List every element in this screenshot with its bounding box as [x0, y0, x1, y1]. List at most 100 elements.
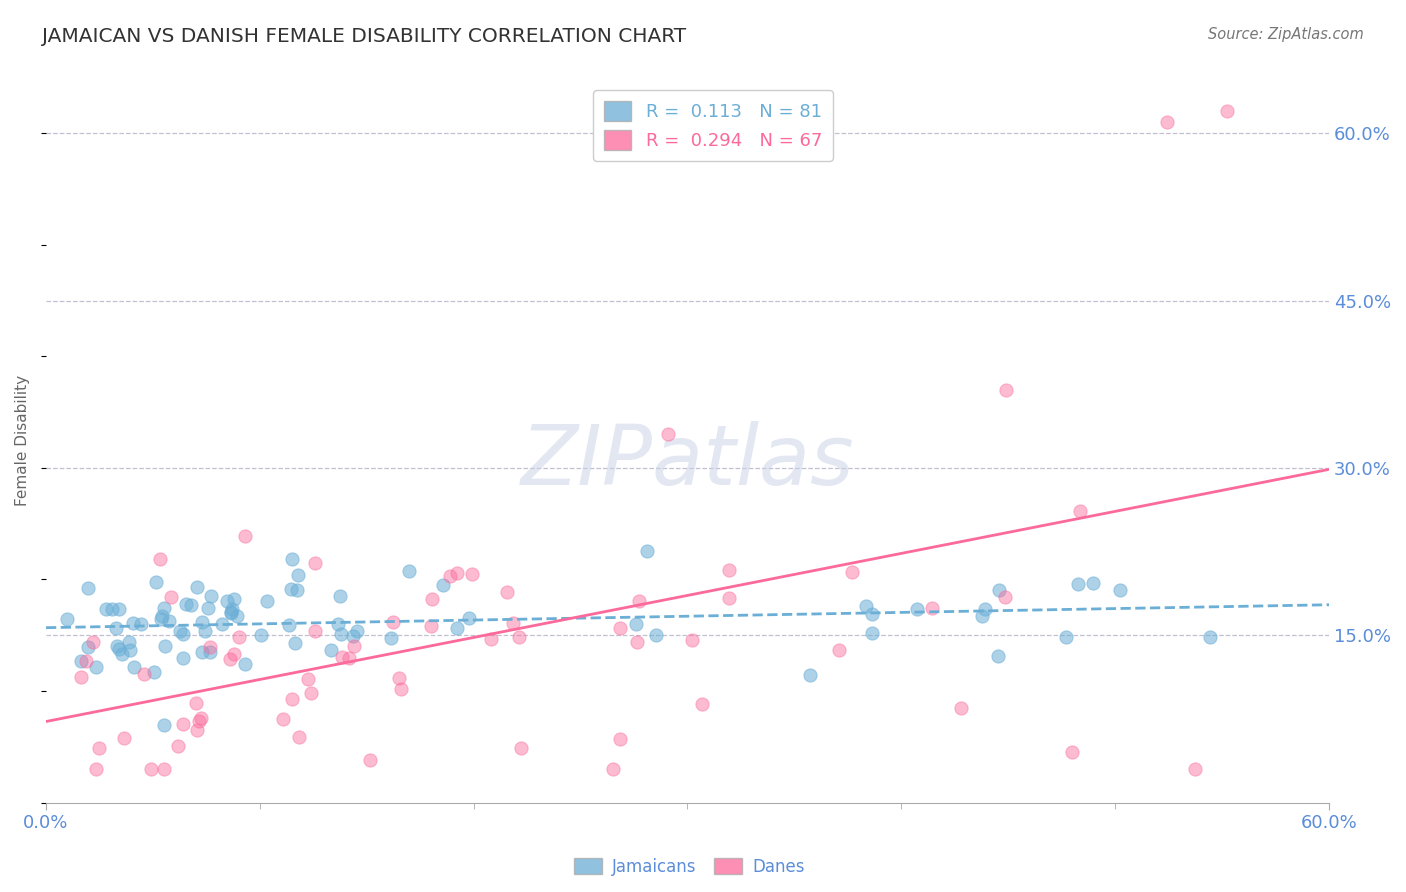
Point: [860, 607, 883, 621]
Point: [105, 621, 128, 635]
Point: [191, 645, 214, 659]
Point: [628, 594, 651, 608]
Point: [457, 610, 479, 624]
Point: [326, 616, 349, 631]
Point: [108, 601, 131, 615]
Point: [233, 529, 256, 543]
Point: [250, 628, 273, 642]
Point: [150, 612, 173, 626]
Point: [111, 647, 134, 661]
Point: [1184, 762, 1206, 776]
Point: [420, 619, 443, 633]
Point: [155, 639, 177, 653]
Point: [100, 601, 122, 615]
Point: [76, 581, 98, 595]
Point: [921, 600, 943, 615]
Point: [211, 617, 233, 632]
Point: [644, 628, 666, 642]
Point: [636, 544, 658, 558]
Point: [422, 591, 444, 606]
Point: [285, 583, 308, 598]
Point: [987, 583, 1010, 598]
Point: [256, 593, 278, 607]
Point: [280, 582, 302, 596]
Point: [321, 643, 343, 657]
Point: [624, 617, 647, 632]
Point: [905, 602, 928, 616]
Text: ZIPatlas: ZIPatlas: [520, 421, 855, 502]
Point: [172, 651, 194, 665]
Point: [297, 672, 319, 686]
Point: [502, 616, 524, 631]
Point: [1109, 582, 1132, 597]
Point: [346, 624, 368, 639]
Point: [107, 642, 129, 657]
Point: [228, 630, 250, 644]
Point: [122, 616, 145, 631]
Point: [172, 717, 194, 731]
Point: [129, 617, 152, 632]
Point: [602, 762, 624, 776]
Point: [382, 615, 405, 629]
Point: [609, 621, 631, 635]
Point: [153, 717, 176, 731]
FancyBboxPatch shape: [714, 858, 742, 874]
Point: [191, 615, 214, 630]
Point: [1060, 745, 1083, 759]
Point: [143, 665, 166, 680]
Point: [950, 700, 973, 714]
FancyBboxPatch shape: [574, 858, 602, 874]
Point: [190, 711, 212, 725]
Point: [271, 712, 294, 726]
Point: [224, 647, 246, 661]
Point: [76, 640, 98, 655]
Point: [139, 762, 162, 776]
Point: [194, 624, 217, 639]
Point: [157, 614, 180, 628]
Point: [75, 654, 97, 668]
Point: [1216, 103, 1239, 118]
Point: [219, 605, 242, 619]
Point: [1054, 631, 1077, 645]
Text: JAMAICAN VS DANISH FEMALE DISABILITY CORRELATION CHART: JAMAICAN VS DANISH FEMALE DISABILITY COR…: [42, 27, 686, 45]
Point: [233, 657, 256, 672]
Point: [112, 731, 135, 746]
Point: [198, 645, 221, 659]
Point: [304, 624, 326, 638]
Point: [626, 635, 648, 649]
Point: [84, 659, 107, 673]
Point: [82, 635, 104, 649]
Point: [180, 599, 202, 613]
Point: [718, 563, 741, 577]
Point: [86, 762, 108, 776]
Point: [87, 740, 110, 755]
Point: [186, 723, 208, 738]
Text: Jamaicans: Jamaicans: [612, 858, 696, 876]
Point: [1156, 115, 1178, 129]
Point: [69, 670, 91, 684]
Point: [329, 589, 352, 603]
Point: [186, 580, 208, 594]
Point: [186, 697, 208, 711]
Point: [167, 739, 190, 753]
Point: [609, 732, 631, 747]
Point: [657, 427, 679, 442]
Point: [281, 552, 304, 566]
Point: [446, 621, 468, 635]
Point: [389, 682, 412, 697]
Point: [388, 671, 411, 685]
Point: [987, 648, 1010, 663]
Point: [278, 618, 301, 632]
Point: [145, 575, 167, 590]
Point: [284, 636, 307, 650]
Point: [330, 626, 353, 640]
Point: [299, 686, 322, 700]
Point: [94, 602, 117, 616]
Point: [188, 714, 211, 729]
Point: [221, 602, 243, 616]
Point: [118, 634, 141, 648]
Point: [510, 741, 533, 756]
Point: [287, 568, 309, 582]
Point: [149, 552, 172, 566]
Point: [461, 567, 484, 582]
